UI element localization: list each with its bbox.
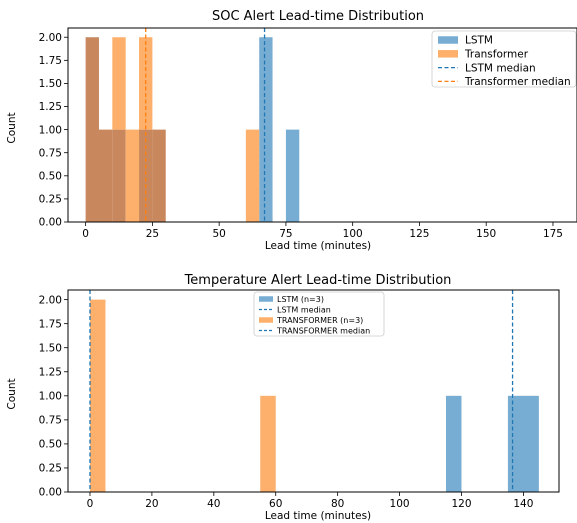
soc-legend-label: Transformer bbox=[464, 49, 529, 61]
soc-y-tick-label: 1.50 bbox=[39, 78, 62, 90]
temperature-legend-swatch bbox=[259, 296, 273, 302]
soc-y-tick-label: 0.75 bbox=[39, 147, 62, 159]
soc-bar-lstm bbox=[285, 129, 300, 222]
soc-bar-transformer bbox=[112, 37, 126, 130]
soc-chart-title: SOC Alert Lead-time Distribution bbox=[212, 9, 424, 24]
temperature-x-tick-label: 40 bbox=[207, 498, 220, 510]
soc-y-tick-label: 2.00 bbox=[39, 32, 62, 44]
soc-y-tick-label: 0.50 bbox=[39, 171, 62, 183]
temperature-bar-transformer bbox=[260, 395, 276, 492]
temperature-y-tick-label: 2.00 bbox=[39, 294, 62, 306]
temperature-bar-lstm bbox=[446, 395, 462, 492]
soc-x-tick-label: 125 bbox=[409, 228, 429, 240]
temperature-x-tick-label: 0 bbox=[87, 498, 94, 510]
soc-x-tick-label: 100 bbox=[343, 228, 363, 240]
temperature-y-tick-label: 0.75 bbox=[39, 415, 62, 427]
temperature-x-tick-label: 140 bbox=[513, 498, 533, 510]
soc-y-tick-label: 1.75 bbox=[39, 55, 62, 67]
temperature-legend-label: TRANSFORMER median bbox=[276, 326, 370, 335]
temperature-y-axis-label: Count bbox=[6, 378, 18, 409]
soc-x-tick-label: 150 bbox=[476, 228, 496, 240]
soc-chart: SOC Alert Lead-time Distribution 0 25 50 75… bbox=[6, 9, 577, 252]
temperature-chart-title: Temperature Alert Lead-time Distribution bbox=[184, 273, 452, 288]
temperature-legend: LSTM (n=3)LSTM median TRANSFORMER (n=3)TR… bbox=[253, 291, 385, 337]
soc-legend-swatch bbox=[438, 36, 458, 44]
soc-legend-label: LSTM bbox=[465, 35, 493, 47]
temperature-bar-transformer bbox=[89, 299, 106, 492]
soc-bar-overlap bbox=[152, 129, 166, 222]
temperature-legend-box bbox=[253, 291, 385, 337]
soc-legend-label: LSTM median bbox=[465, 62, 536, 74]
soc-x-tick-label: 25 bbox=[146, 228, 159, 240]
temperature-x-tick-label: 60 bbox=[269, 498, 282, 510]
temperature-plot-frame bbox=[67, 289, 560, 493]
soc-y-axis-label: Count bbox=[6, 112, 18, 143]
temperature-x-tick-label: 100 bbox=[390, 498, 410, 510]
temperature-y-tick-label: 1.25 bbox=[39, 366, 62, 378]
soc-legend-box bbox=[431, 30, 577, 88]
soc-bar-overlap bbox=[85, 37, 99, 222]
temperature-y-tick-label: 0.25 bbox=[39, 463, 62, 475]
temperature-x-tick-label: 120 bbox=[451, 498, 471, 510]
soc-bar-transformer bbox=[245, 129, 260, 222]
soc-x-tick-label: 75 bbox=[279, 228, 292, 240]
temperature-x-axis-label: Lead time (minutes) bbox=[265, 510, 371, 522]
temperature-chart: Temperature Alert Lead-time Distribution… bbox=[6, 273, 560, 522]
soc-bar-overlap bbox=[139, 129, 153, 222]
soc-x-tick-label: 50 bbox=[212, 228, 225, 240]
soc-x-tick-label: 175 bbox=[543, 228, 563, 240]
temperature-y-tick-label: 1.00 bbox=[39, 391, 62, 403]
soc-y-tick-label: 1.00 bbox=[39, 124, 62, 136]
temperature-x-tick-label: 20 bbox=[145, 498, 158, 510]
soc-y-tick-label: 1.25 bbox=[39, 101, 62, 113]
soc-bar-lstm bbox=[259, 37, 273, 222]
soc-y-tick-label: 0.00 bbox=[39, 217, 62, 229]
soc-legend-label: Transformer median bbox=[464, 76, 571, 88]
soc-bar-overlap bbox=[112, 129, 126, 222]
soc-y-tick-label: 0.25 bbox=[39, 194, 62, 206]
temperature-legend-label: LSTM (n=3) bbox=[277, 295, 324, 304]
temperature-legend-swatch bbox=[259, 317, 273, 323]
temperature-y-tick-label: 1.50 bbox=[39, 342, 62, 354]
temperature-x-tick-label: 80 bbox=[331, 498, 344, 510]
soc-bar-overlap bbox=[98, 129, 113, 222]
temperature-legend-label: TRANSFORMER (n=3) bbox=[276, 316, 363, 325]
temperature-legend-label: LSTM median bbox=[277, 305, 331, 314]
temperature-y-tick-label: 0.00 bbox=[39, 487, 62, 499]
temperature-y-tick-label: 1.75 bbox=[39, 318, 62, 330]
soc-plot-frame bbox=[67, 27, 577, 223]
soc-bar-transformer bbox=[125, 129, 140, 222]
temperature-y-tick-label: 0.50 bbox=[39, 439, 62, 451]
soc-x-axis-label: Lead time (minutes) bbox=[265, 240, 371, 252]
soc-legend-swatch bbox=[438, 50, 458, 58]
soc-x-tick-label: 0 bbox=[82, 228, 89, 240]
